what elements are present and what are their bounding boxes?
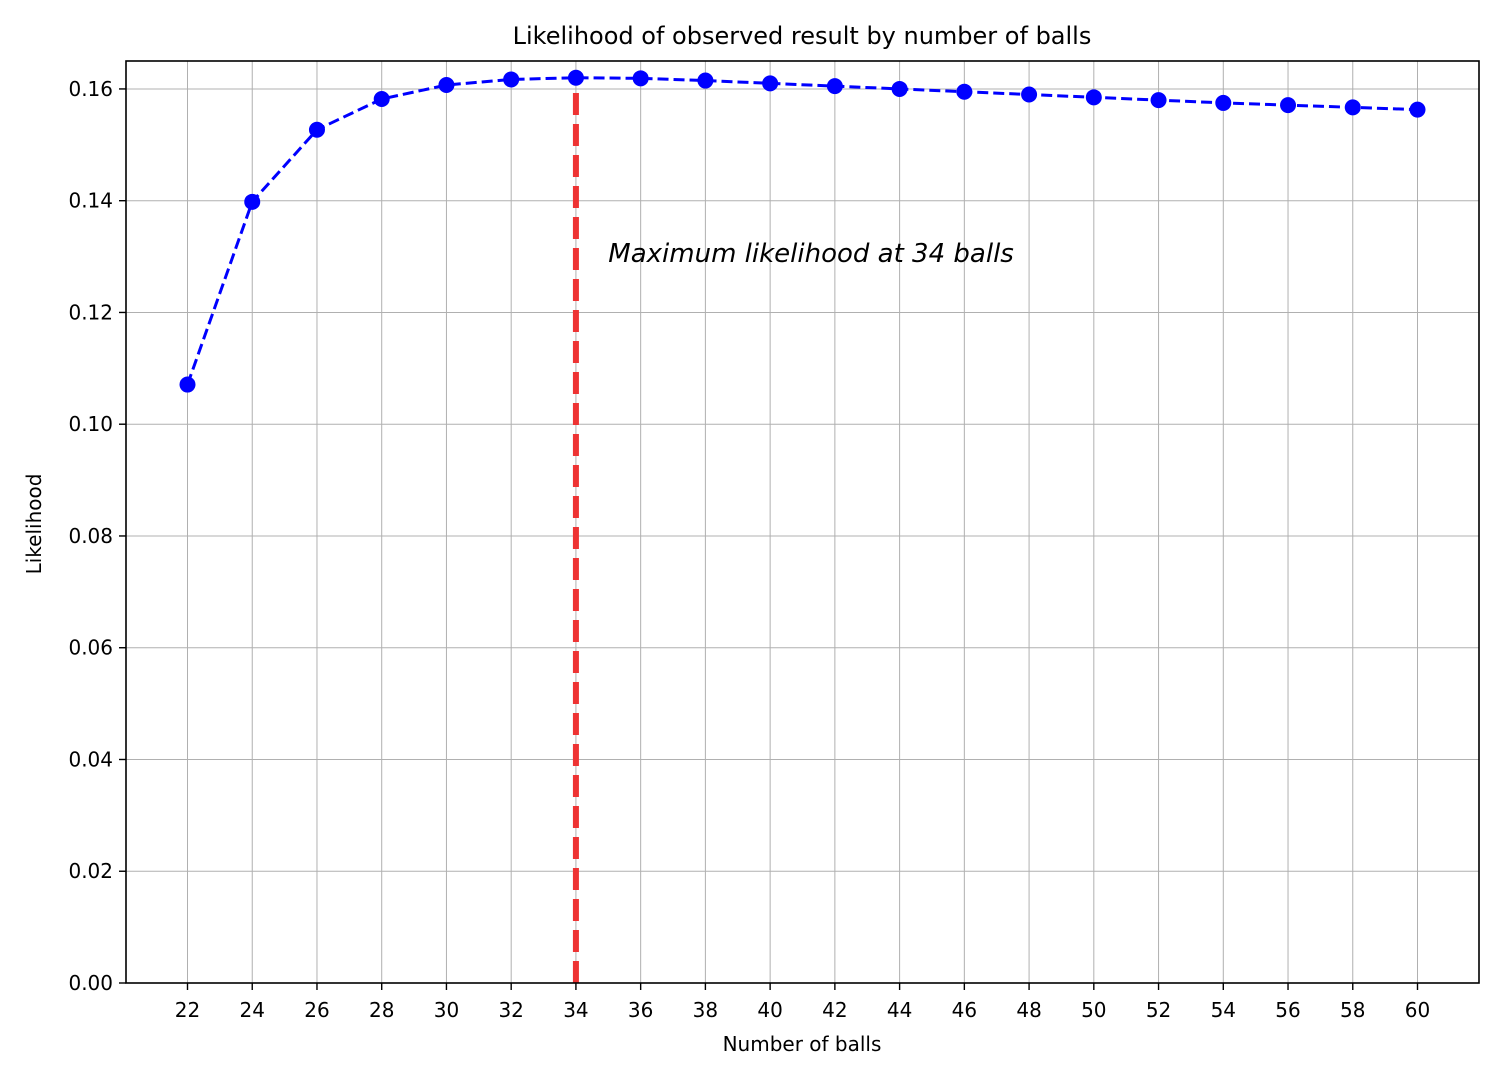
- likelihood-data-point: [1409, 101, 1426, 118]
- x-tick-label: 32: [498, 998, 523, 1022]
- x-tick-label: 34: [563, 998, 588, 1022]
- x-tick-label: 42: [822, 998, 847, 1022]
- likelihood-data-point: [179, 376, 196, 393]
- likelihood-data-point: [1280, 97, 1297, 114]
- x-tick-label: 38: [693, 998, 718, 1022]
- y-tick-label: 0.10: [68, 412, 113, 436]
- y-tick-label: 0.14: [68, 189, 113, 213]
- likelihood-data-point: [244, 193, 261, 210]
- likelihood-data-point: [567, 69, 584, 86]
- series-layer: [179, 69, 1426, 393]
- x-tick-label: 50: [1081, 998, 1106, 1022]
- likelihood-data-point: [697, 72, 714, 89]
- grid: [126, 61, 1479, 984]
- likelihood-data-point: [891, 80, 908, 97]
- x-tick-label: 56: [1275, 998, 1300, 1022]
- y-tick-label: 0.06: [68, 636, 113, 660]
- x-tick-label: 26: [304, 998, 329, 1022]
- likelihood-data-point: [956, 83, 973, 100]
- x-axis-label: Number of balls: [723, 1032, 882, 1056]
- likelihood-data-point: [826, 78, 843, 95]
- y-tick-label: 0.00: [68, 971, 113, 995]
- y-axis-ticks: 0.00 0.02 0.04 0.06 0.08 0.10 0.12 0.14 0.16: [68, 77, 126, 995]
- chart-title: Likelihood of observed result by number …: [513, 22, 1092, 50]
- x-tick-label: 46: [952, 998, 977, 1022]
- max-likelihood-annotation: Maximum likelihood at 34 balls: [608, 239, 1014, 269]
- likelihood-data-point: [1085, 89, 1102, 106]
- y-tick-label: 0.02: [68, 859, 113, 883]
- likelihood-data-point: [632, 70, 649, 87]
- likelihood-data-point: [503, 71, 520, 88]
- x-tick-label: 52: [1146, 998, 1171, 1022]
- x-tick-label: 44: [887, 998, 912, 1022]
- y-axis-label: Likelihood: [22, 474, 46, 575]
- likelihood-data-point: [1021, 86, 1038, 103]
- likelihood-data-point: [438, 77, 455, 94]
- y-tick-label: 0.04: [68, 747, 113, 771]
- likelihood-data-point: [373, 90, 390, 107]
- x-tick-label: 30: [434, 998, 459, 1022]
- likelihood-series-line: [186, 76, 1418, 386]
- likelihood-data-point: [762, 75, 779, 92]
- x-tick-label: 24: [240, 998, 265, 1022]
- likelihood-data-point: [1150, 92, 1167, 109]
- x-tick-label: 54: [1211, 998, 1236, 1022]
- x-tick-label: 40: [757, 998, 782, 1022]
- plot-area-frame: [125, 60, 1480, 984]
- x-tick-label: 22: [175, 998, 200, 1022]
- likelihood-data-point: [1344, 99, 1361, 116]
- x-tick-label: 60: [1405, 998, 1430, 1022]
- x-tick-label: 36: [628, 998, 653, 1022]
- y-tick-label: 0.08: [68, 524, 113, 548]
- likelihood-data-point: [1215, 94, 1232, 111]
- y-tick-label: 0.16: [68, 77, 113, 101]
- y-tick-label: 0.12: [68, 300, 113, 324]
- x-tick-label: 48: [1016, 998, 1041, 1022]
- x-axis-ticks: 22 24 26 28 30 32 34 36 38 40 42 44 46 48 50 52 54 56 58 60: [175, 983, 1430, 1022]
- x-tick-label: 58: [1340, 998, 1365, 1022]
- x-tick-label: 28: [369, 998, 394, 1022]
- likelihood-data-point: [308, 121, 325, 138]
